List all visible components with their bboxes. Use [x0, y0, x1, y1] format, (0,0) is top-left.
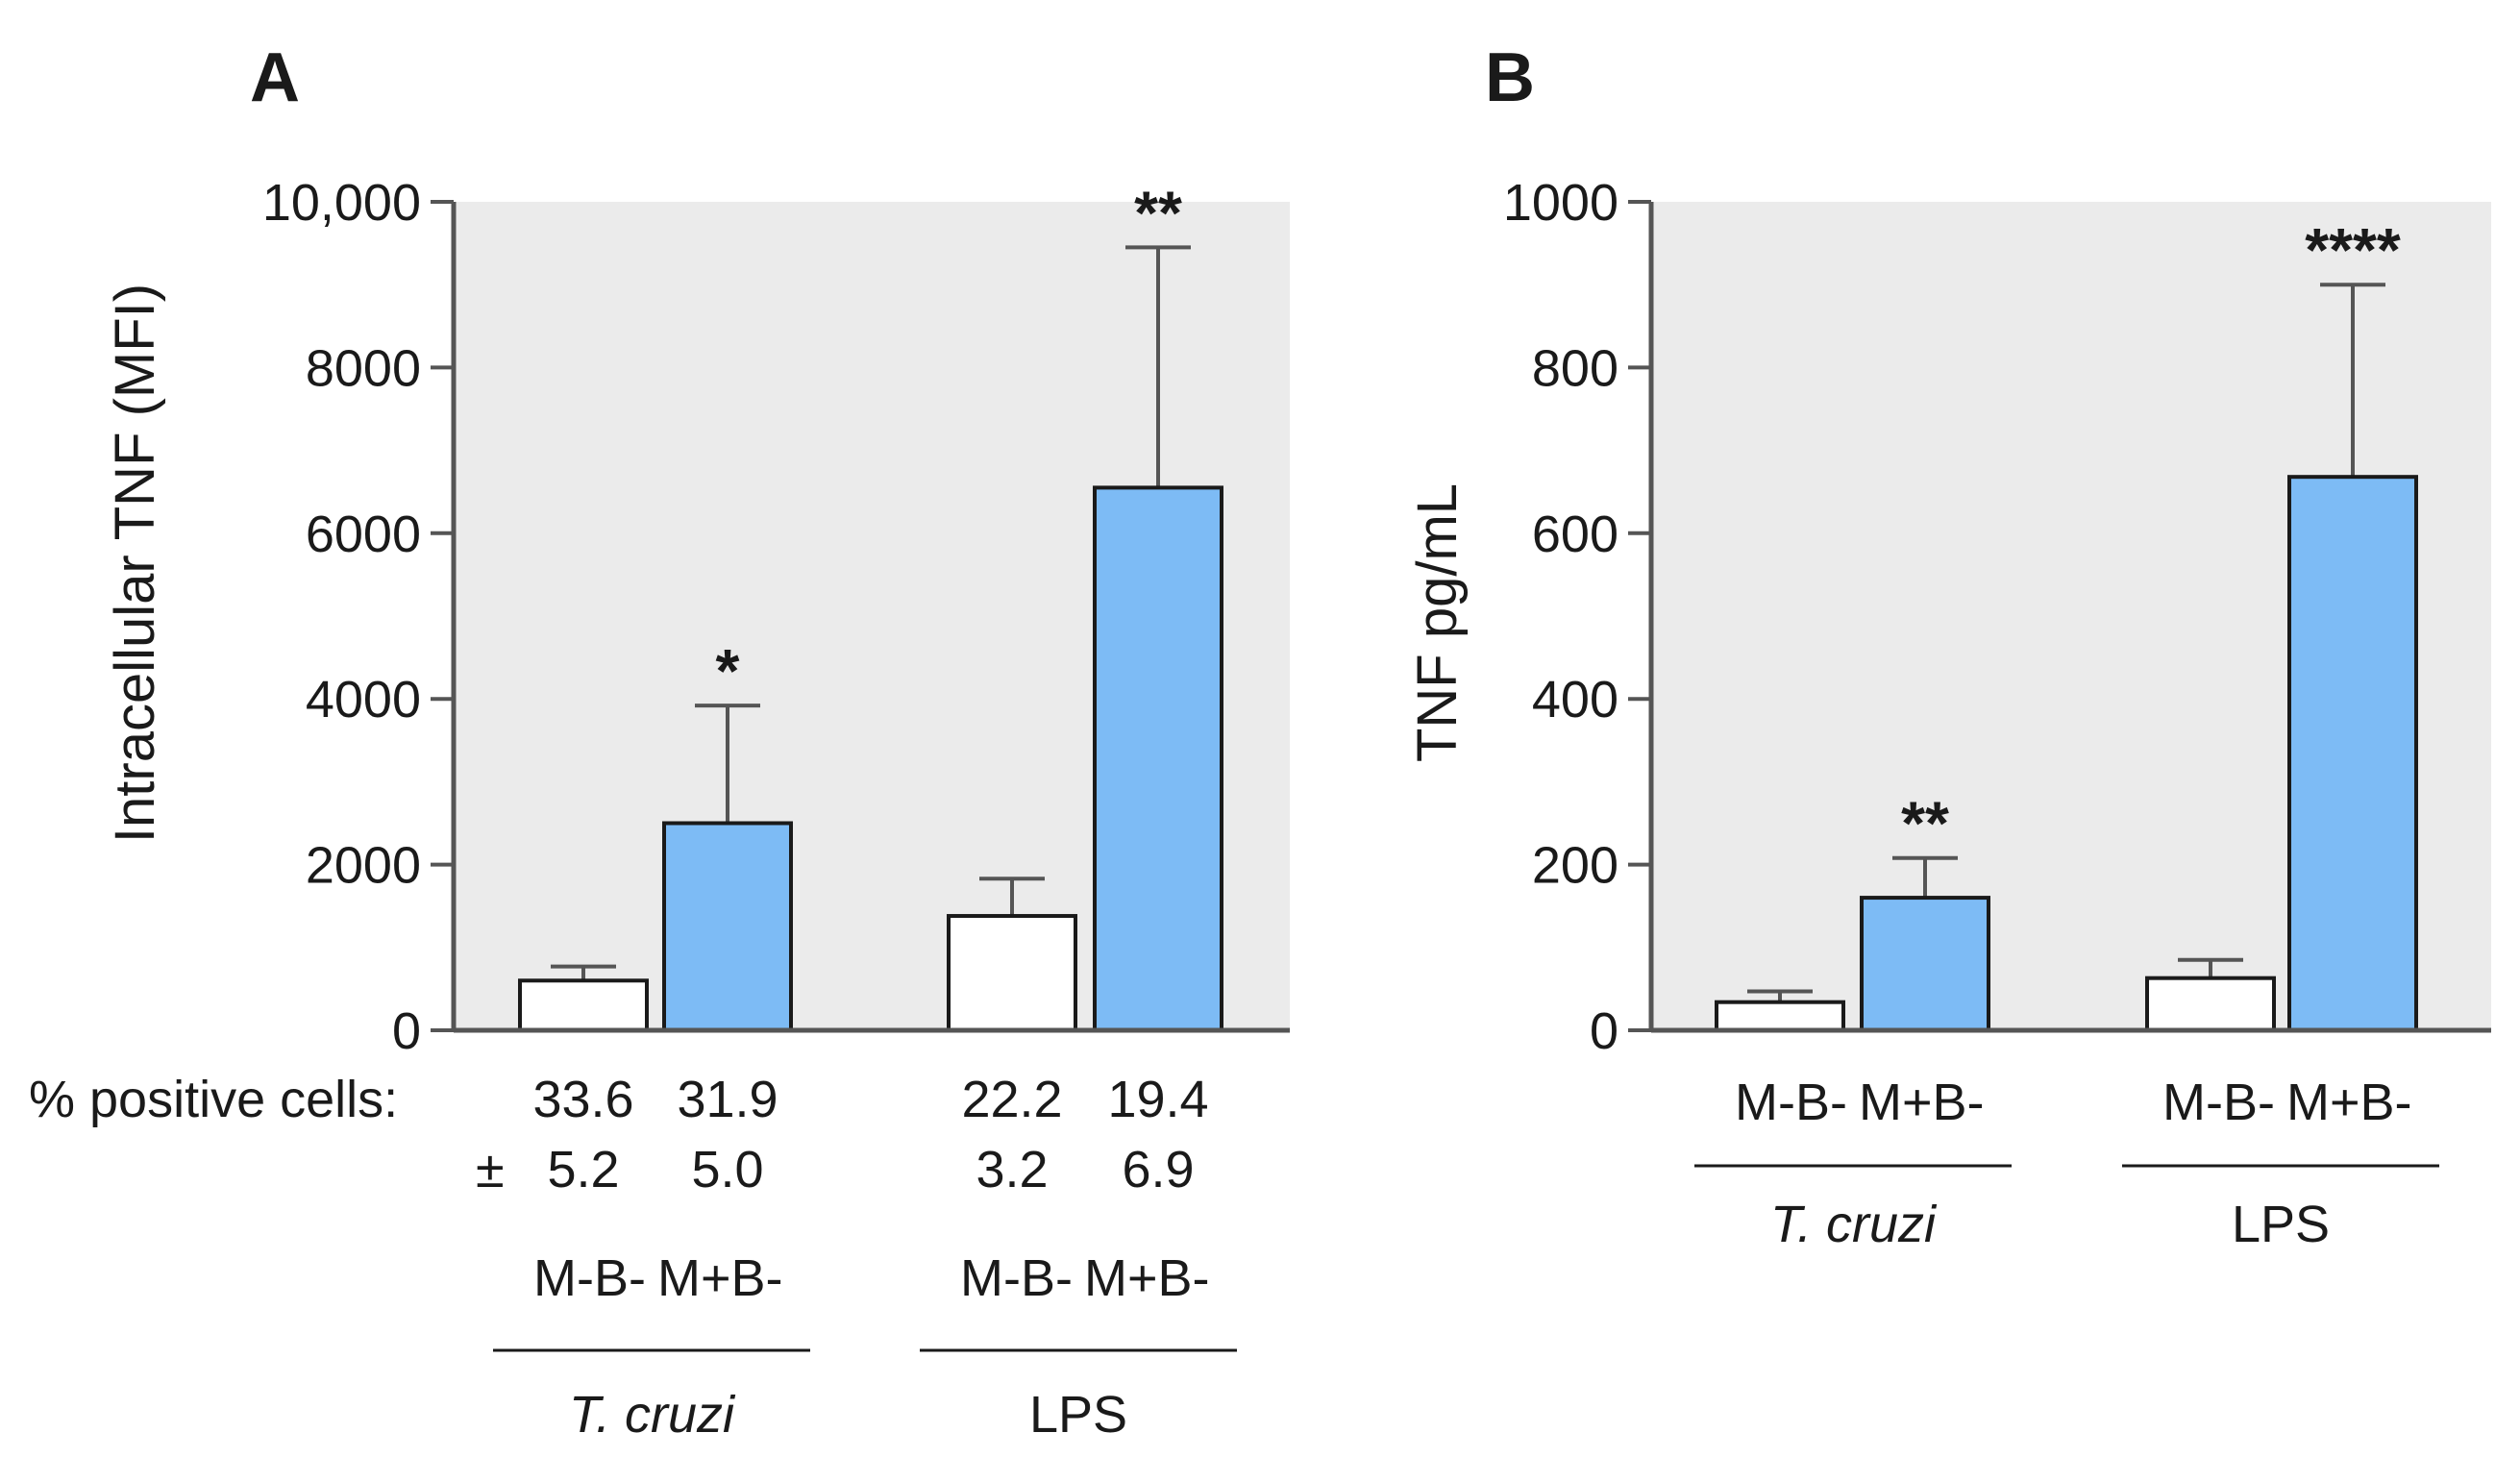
panel-b-y-tick-label: 400: [1532, 671, 1618, 729]
panel-a-y-axis-label: Intracellular TNF (MFI): [104, 284, 166, 843]
panel-b-bar: [2287, 475, 2418, 1032]
panel-b-y-tick-label: 600: [1532, 506, 1618, 563]
panel-a-y-tick-label: 8000: [306, 339, 421, 397]
panel-b-y-tick-label: 200: [1532, 837, 1618, 895]
panel-a-label: A: [250, 39, 300, 116]
panel-b-y-tick-label: 800: [1532, 339, 1618, 397]
panel-a-significance-label: *: [716, 636, 740, 705]
panel-a-y-tick-label: 6000: [306, 506, 421, 563]
panel-a-bar: [518, 978, 649, 1033]
positive-cells-mean: 33.6: [532, 1071, 633, 1128]
panel-b-y-axis-label: TNF pg/mL: [1406, 483, 1469, 762]
panel-a-y-tick-label: 4000: [306, 671, 421, 729]
panel-a-group-label: LPS: [1029, 1386, 1127, 1444]
positive-cells-label: % positive cells:: [29, 1071, 398, 1128]
panel-b-group-label: T. cruzi: [1770, 1196, 1938, 1253]
panel-a-category-label: M+B-: [657, 1249, 783, 1307]
positive-cells-mean: 22.2: [961, 1071, 1062, 1128]
panel-a-category-label: M+B-: [1084, 1249, 1210, 1307]
panel-b-category-label: M-B-: [1735, 1074, 1847, 1131]
panel-b-label: B: [1485, 39, 1535, 116]
panel-b-group-label: LPS: [2232, 1196, 2330, 1253]
positive-cells-pm: ±: [476, 1141, 505, 1198]
positive-cells-sd: 5.0: [691, 1141, 763, 1198]
positive-cells-mean: 19.4: [1107, 1071, 1208, 1128]
panel-a-significance-label: **: [1134, 178, 1182, 247]
panel-b-y-tick-label: 0: [1590, 1002, 1618, 1060]
panel-b-significance-label: **: [1901, 789, 1949, 858]
panel-b-category-label: M-B-: [2162, 1074, 2275, 1131]
panel-a-bar: [1093, 485, 1223, 1032]
panel-a-y-tick-label: 0: [392, 1002, 421, 1060]
panel-b-category-label: M+B-: [2286, 1074, 2412, 1131]
panel-a: A Intracellular TNF (MFI) 0 2000 4000 6000 8…: [29, 39, 1290, 1444]
panel-b-y-tick-label: 1000: [1503, 174, 1618, 232]
panel-b-bar: [2145, 976, 2276, 1032]
panel-b-significance-label: ****: [2305, 215, 2401, 284]
panel-a-bar: [947, 914, 1077, 1033]
positive-cells-mean: 31.9: [677, 1071, 778, 1128]
panel-a-category-label: M-B-: [533, 1249, 646, 1307]
panel-b-bar: [1715, 1000, 1845, 1033]
panel-b-bar: [1860, 896, 1990, 1033]
panel-a-y-tick-label: 10,000: [262, 174, 421, 232]
panel-a-category-label: M-B-: [960, 1249, 1073, 1307]
panel-a-bar: [662, 821, 793, 1032]
panel-b-category-label: M+B-: [1859, 1074, 1985, 1131]
positive-cells-sd: 3.2: [976, 1141, 1048, 1198]
panel-a-y-tick-label: 2000: [306, 837, 421, 895]
positive-cells-sd: 6.9: [1122, 1141, 1194, 1198]
panel-a-group-label: T. cruzi: [569, 1386, 736, 1444]
positive-cells-sd: 5.2: [547, 1141, 619, 1198]
